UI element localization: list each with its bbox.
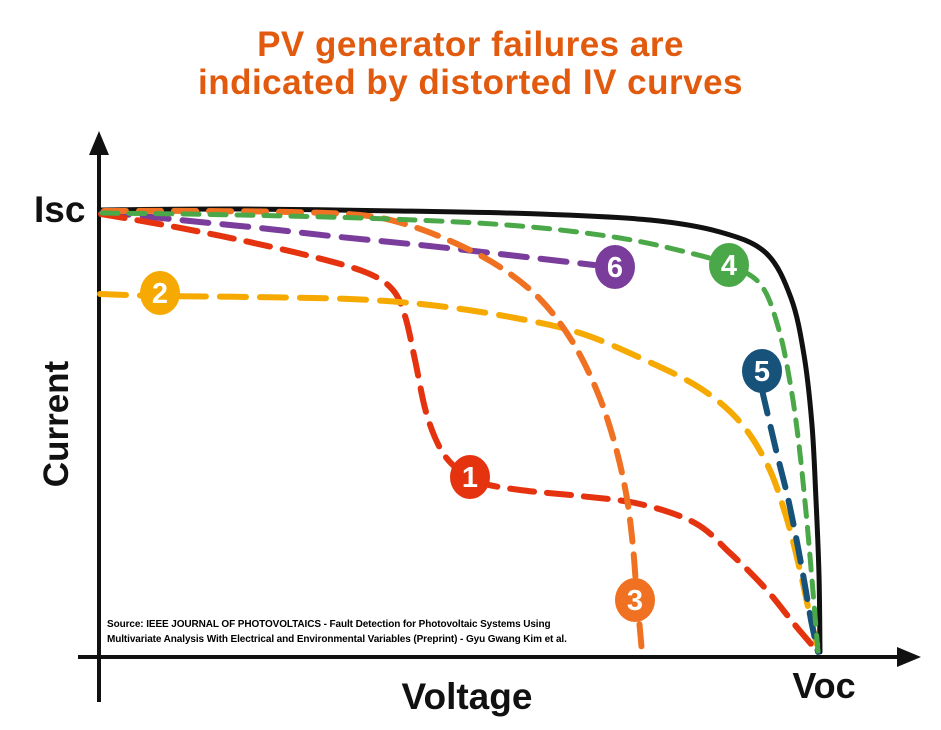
markers-group: 6 1 2 3 5 4 (140, 243, 782, 622)
page-title: PV generator failures are indicated by d… (0, 26, 941, 102)
curve-marker-1: 1 (450, 455, 490, 499)
marker-circle-5 (742, 349, 782, 393)
curve-marker-6: 6 (595, 245, 635, 289)
marker-number-4: 4 (721, 250, 737, 282)
curve-normal-iv (97, 206, 823, 655)
curve-fault-5 (759, 387, 821, 655)
marker-number-3: 3 (627, 585, 643, 617)
curve-fault-2 (97, 291, 822, 655)
marker-number-1: 1 (462, 462, 478, 494)
marker-circle-4 (709, 243, 749, 287)
title-line-2: indicated by distorted IV curves (197, 63, 744, 102)
curve-marker-2: 2 (140, 271, 180, 315)
y-axis-arrow-icon (89, 131, 109, 155)
marker-circle-6 (595, 245, 635, 289)
isc-axis-label: Isc (34, 189, 86, 230)
curves-group (97, 206, 823, 656)
y-axis-title: Current (37, 360, 76, 488)
x-axis-title: Voltage (401, 676, 533, 717)
marker-circle-3 (615, 578, 655, 622)
title-line-1: PV generator failures are (257, 25, 684, 64)
marker-number-6: 6 (607, 252, 623, 284)
source-line-1: Source: IEEE JOURNAL OF PHOTOVOLTAICS - … (107, 619, 551, 630)
voc-axis-label: Voc (792, 665, 856, 706)
curve-fault-1 (98, 211, 821, 655)
curve-fault-4 (99, 210, 821, 655)
curve-fault-6 (100, 209, 597, 268)
source-line-2: Multivariate Analysis With Electrical an… (107, 634, 567, 645)
marker-number-5: 5 (754, 356, 770, 388)
curve-marker-3: 3 (615, 578, 655, 622)
source-citation: Source: IEEE JOURNAL OF PHOTOVOLTAICS - … (107, 617, 567, 647)
marker-number-2: 2 (152, 278, 168, 310)
curve-marker-4: 4 (709, 243, 749, 287)
x-axis-arrow-icon (897, 647, 921, 667)
curve-marker-5: 5 (742, 349, 782, 393)
curve-fault-3 (101, 207, 645, 656)
marker-circle-1 (450, 455, 490, 499)
marker-circle-2 (140, 271, 180, 315)
